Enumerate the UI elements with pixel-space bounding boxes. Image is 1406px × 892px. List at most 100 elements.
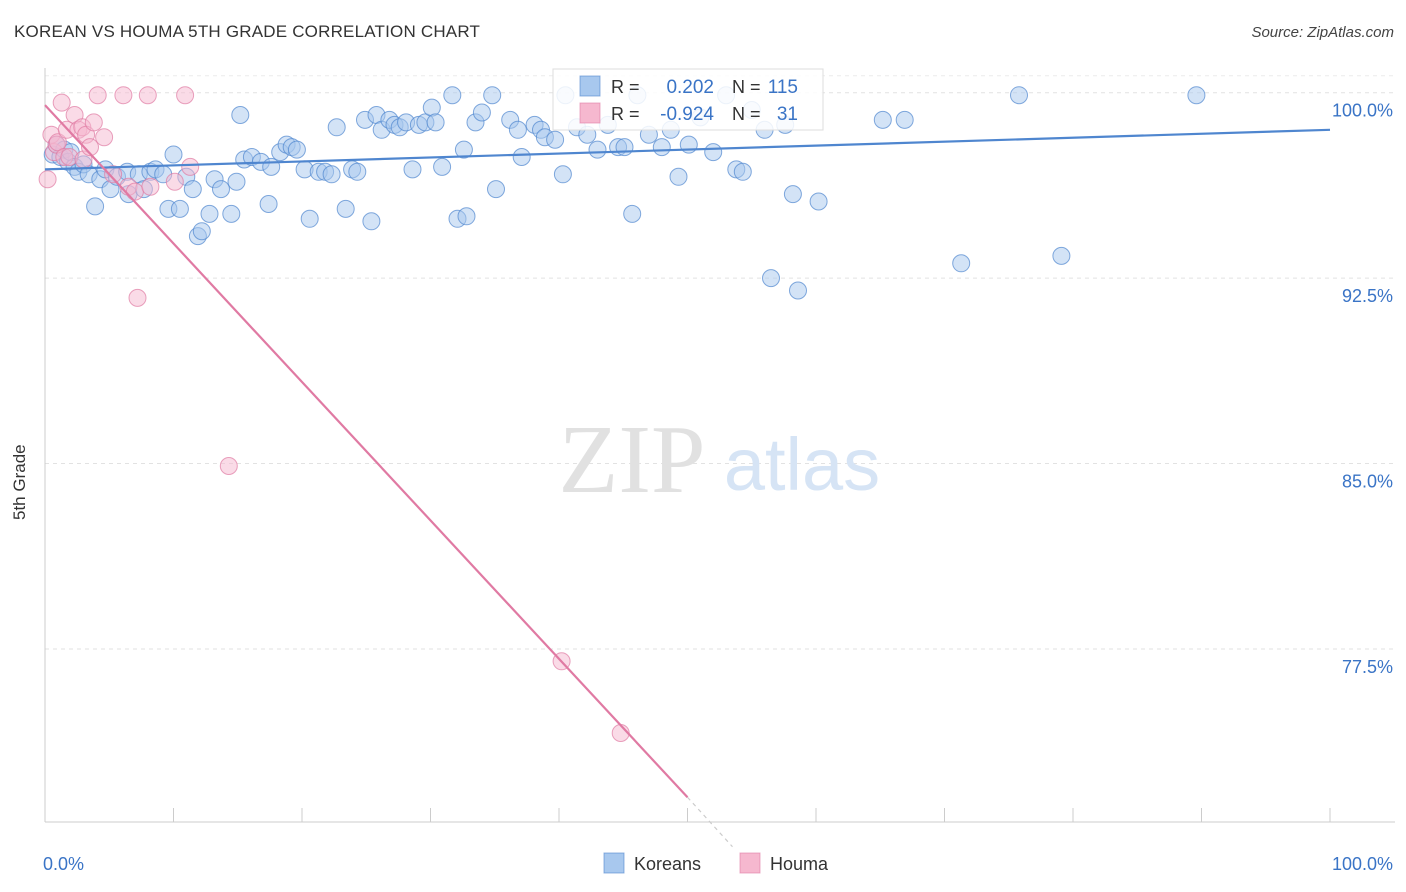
point-koreans-111 <box>952 254 971 273</box>
legend: Koreans Houma <box>603 852 829 874</box>
point-koreans-67 <box>443 86 462 105</box>
point-koreans-77 <box>512 148 531 166</box>
point-houma-21 <box>125 182 144 201</box>
y-tick-label-2: 92.5% <box>1342 286 1393 306</box>
point-koreans-106 <box>783 185 802 204</box>
stats-swatch-houma <box>579 102 601 124</box>
x-tick-labels: 0.0% 100.0% <box>43 854 1393 874</box>
point-houma-19 <box>114 86 133 105</box>
point-koreans-26 <box>183 180 202 199</box>
trend-lines <box>44 104 1331 848</box>
point-koreans-38 <box>259 195 278 213</box>
y-tick-labels: 77.5% 85.0% 92.5% 100.0% <box>1332 101 1393 677</box>
point-houma-28 <box>219 457 238 475</box>
point-koreans-82 <box>553 165 572 184</box>
x-tick-label-min: 0.0% <box>43 854 84 874</box>
stats-r-value-houma: -0.924 <box>660 104 714 125</box>
point-houma-26 <box>176 86 195 105</box>
point-houma-25 <box>165 172 184 191</box>
point-koreans-101 <box>733 162 752 181</box>
point-houma-5 <box>52 93 71 112</box>
point-houma-22 <box>128 288 147 307</box>
point-koreans-29 <box>200 204 219 223</box>
x-tick-label-max: 100.0% <box>1332 854 1393 874</box>
chart-title: KOREAN VS HOUMA 5TH GRADE CORRELATION CH… <box>14 22 481 41</box>
point-koreans-104 <box>762 269 780 288</box>
watermark-atlas: atlas <box>724 423 880 506</box>
point-koreans-49 <box>327 118 346 137</box>
point-koreans-66 <box>433 157 452 176</box>
point-koreans-108 <box>809 192 828 211</box>
point-koreans-33 <box>227 172 246 191</box>
point-koreans-65 <box>426 113 445 132</box>
watermark: ZIP atlas <box>559 406 881 514</box>
point-koreans-110 <box>895 110 914 129</box>
point-koreans-90 <box>623 204 642 223</box>
point-koreans-52 <box>348 162 367 181</box>
point-koreans-43 <box>287 140 306 159</box>
point-koreans-10 <box>86 197 105 216</box>
point-koreans-45 <box>300 209 319 228</box>
point-koreans-72 <box>472 103 491 122</box>
point-houma-14 <box>81 138 99 157</box>
point-houma-17 <box>95 128 114 147</box>
point-koreans-98 <box>704 143 723 162</box>
point-koreans-23 <box>164 145 183 164</box>
point-koreans-86 <box>588 140 607 159</box>
point-koreans-95 <box>669 167 688 186</box>
point-koreans-31 <box>212 180 230 199</box>
axes <box>44 68 1395 823</box>
y-tick-label-1: 85.0% <box>1342 472 1393 492</box>
y-tick-label-3: 100.0% <box>1332 101 1393 121</box>
trend-line-houma-extension <box>687 796 733 848</box>
point-koreans-54 <box>362 212 381 231</box>
point-koreans-32 <box>222 204 241 223</box>
point-houma-16 <box>88 86 107 105</box>
point-koreans-107 <box>789 281 807 300</box>
point-koreans-61 <box>403 160 422 179</box>
y-tick-label-0: 77.5% <box>1342 657 1393 677</box>
stats-n-label-houma: N = <box>732 104 761 124</box>
point-houma-0 <box>38 170 57 189</box>
point-koreans-24 <box>170 199 189 218</box>
point-koreans-39 <box>262 157 281 176</box>
watermark-zip: ZIP <box>559 406 706 514</box>
point-koreans-74 <box>487 180 505 199</box>
legend-swatch-koreans <box>603 852 625 874</box>
point-houma-15 <box>84 113 103 132</box>
point-koreans-112 <box>1010 86 1028 105</box>
point-koreans-114 <box>1187 86 1206 105</box>
legend-label-koreans: Koreans <box>634 854 701 874</box>
trend-line-houma <box>44 104 689 799</box>
point-koreans-69 <box>454 140 473 159</box>
stats-r-label-koreans: R = <box>611 77 640 97</box>
point-koreans-64 <box>422 98 441 117</box>
point-koreans-28 <box>192 222 211 241</box>
series-houma-points <box>38 86 630 742</box>
stats-n-value-koreans: 115 <box>768 77 798 98</box>
stats-n-value-houma: 31 <box>777 104 798 125</box>
point-koreans-113 <box>1052 246 1071 265</box>
stats-r-label-houma: R = <box>611 104 640 124</box>
point-houma-23 <box>138 86 157 105</box>
point-koreans-81 <box>546 130 565 149</box>
stats-n-label-koreans: N = <box>732 77 761 97</box>
legend-label-houma: Houma <box>770 854 829 874</box>
stats-r-value-koreans: 0.202 <box>666 77 714 98</box>
point-koreans-93 <box>652 138 671 157</box>
point-koreans-76 <box>508 120 527 139</box>
point-houma-24 <box>141 177 160 196</box>
point-koreans-50 <box>336 199 355 218</box>
point-koreans-48 <box>322 165 341 184</box>
source-label: Source: ZipAtlas.com <box>1251 24 1394 41</box>
stats-box: R = 0.202 N = 115 R = -0.924 N = 31 <box>552 68 824 131</box>
y-axis-label: 5th Grade <box>10 444 29 520</box>
stats-swatch-koreans <box>579 75 601 97</box>
point-houma-27 <box>181 157 200 176</box>
point-koreans-89 <box>615 138 634 157</box>
point-koreans-34 <box>231 106 250 124</box>
point-koreans-73 <box>483 86 502 105</box>
legend-swatch-houma <box>739 852 761 874</box>
point-houma-18 <box>104 165 123 184</box>
